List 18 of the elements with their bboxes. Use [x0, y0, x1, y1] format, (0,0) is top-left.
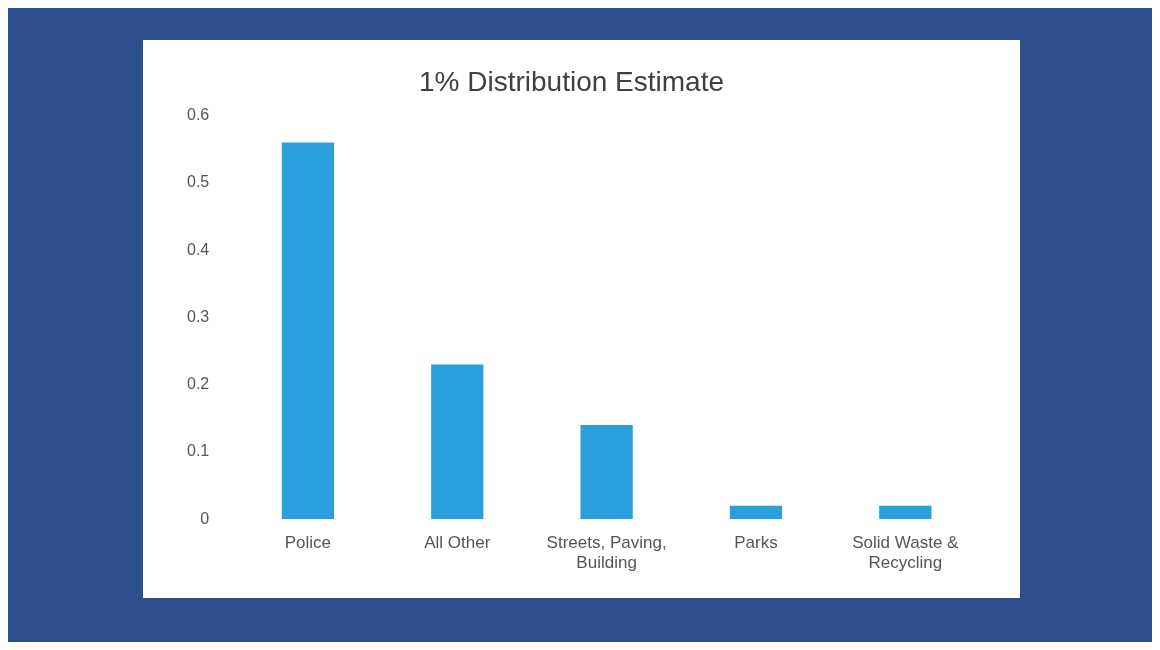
y-tick-label: 0.6	[186, 106, 210, 124]
x-tick-label: All Other	[424, 533, 491, 553]
y-tick-label: 0.3	[186, 307, 210, 325]
chart-title: 1% Distribution Estimate	[418, 65, 725, 97]
x-tick-label: Police	[284, 533, 332, 553]
bar	[431, 364, 484, 520]
bar	[729, 505, 783, 520]
x-tick-label: Solid Waste & Recycling	[852, 533, 960, 573]
y-tick-label: 0.4	[186, 240, 210, 258]
y-tick-label: 0.5	[186, 173, 210, 191]
x-tick-label: Streets, Paving, Building	[546, 533, 667, 573]
y-tick-label: 0.2	[186, 375, 210, 393]
bar	[281, 142, 335, 520]
bar	[879, 505, 932, 520]
bar	[580, 425, 633, 520]
y-tick-label: 0	[200, 509, 210, 527]
x-tick-label: Parks	[734, 533, 778, 553]
y-tick-label: 0.1	[186, 442, 210, 460]
